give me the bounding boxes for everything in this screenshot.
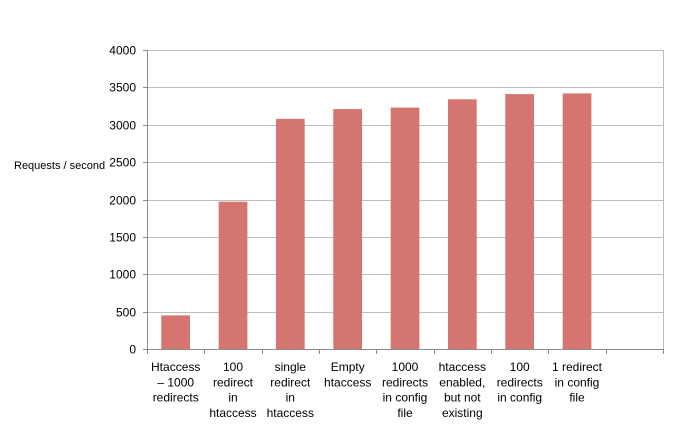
y-tick-label: 3500 [109,81,136,95]
x-tick-label: single [275,360,307,374]
x-tick-label: 100 [510,360,530,374]
bar-1 [218,201,248,349]
y-tick-label: 3000 [109,119,136,133]
x-tick-label: 1 redirect [552,360,603,374]
x-tick-label: file [397,406,413,420]
x-tick-label: redirect [270,375,311,389]
bar-4 [390,107,420,349]
x-tick-label: htaccess [324,375,371,389]
x-tick-label: but not [444,391,481,405]
x-tick-label: redirect [213,375,254,389]
x-tick-label: existing [442,406,483,420]
x-tick-label: 1000 [392,360,419,374]
x-tick-label: htaccess [209,406,256,420]
x-tick-label: 100 [223,360,243,374]
y-tick-label: 2500 [109,156,136,170]
y-tick-label: 0 [129,343,136,357]
x-tick-label: Empty [331,360,365,374]
x-tick-label: in config [497,391,542,405]
x-tick-label: Htaccess [151,360,200,374]
x-tick-label: redirects [382,375,428,389]
y-axis-title: Requests / second [14,160,105,172]
x-tick-label: redirects [497,375,543,389]
x-tick-label: in config [383,391,428,405]
bar-6 [505,94,534,349]
y-tick-label: 500 [116,306,136,320]
tick-labels: 0 500 1000 1500 2000 2500 3000 3500 4000 Htaccess… [109,44,602,420]
bar-7 [562,93,592,350]
bar-5 [448,99,477,349]
x-tick-label: htaccess [267,406,314,420]
axes [143,50,664,354]
x-tick-label: file [569,391,585,405]
bar-3 [333,109,362,349]
x-tick-label: in config [555,375,600,389]
x-tick-label: in [228,391,237,405]
y-tick-label: 1500 [109,231,136,245]
x-tick-label: – 1000 [157,375,194,389]
y-tick-label: 1000 [109,268,136,282]
x-tick-label: in [286,391,295,405]
bar-0 [161,315,190,349]
bar-2 [276,118,305,349]
y-tick-label: 4000 [109,44,136,58]
bars [161,93,592,350]
x-tick-label: htaccess [439,360,486,374]
x-tick-label: redirects [153,391,199,405]
y-tick-label: 2000 [109,194,136,208]
x-tick-label: enabled, [439,375,485,389]
